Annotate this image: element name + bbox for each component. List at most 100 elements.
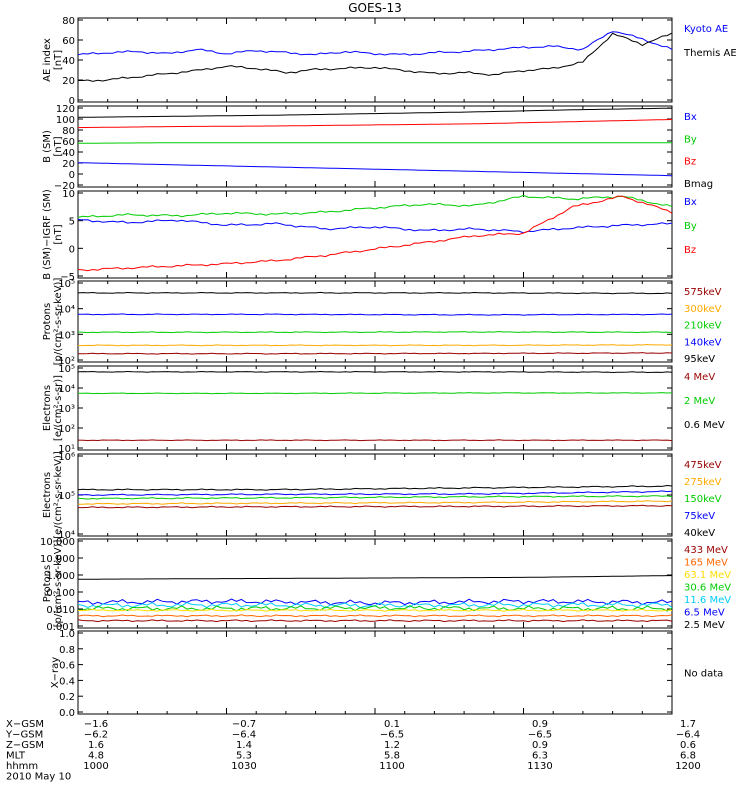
y-axis-label: [p/(cm²-s-sr-keV)]	[53, 540, 64, 628]
footer-value: 0.9	[532, 719, 548, 730]
series-line	[77, 614, 673, 618]
y-tick-label: 0.6	[59, 661, 75, 672]
y-tick-label: 10³	[58, 404, 75, 415]
footer-value: 1100	[379, 761, 404, 772]
series-line	[77, 495, 673, 500]
y-axis-label: AE index	[42, 38, 53, 82]
series-line	[78, 107, 672, 118]
y-tick-label: 80	[62, 16, 75, 27]
y-tick-label: 10⁵	[58, 279, 75, 290]
legend-entry: 6.5 MeV	[684, 608, 725, 619]
series-line	[78, 32, 673, 82]
y-tick-label: −20	[54, 181, 75, 192]
series-line	[77, 142, 672, 144]
series-line	[77, 119, 673, 129]
footer-value: 0.1	[384, 719, 400, 730]
footer-value: 0.6	[680, 740, 696, 751]
panel-frame	[77, 365, 673, 451]
y-tick-label: 20	[62, 76, 75, 87]
legend-entry: No data	[684, 669, 723, 680]
y-axis-label: [nT]	[53, 50, 64, 70]
legend-entry: 300keV	[684, 304, 722, 315]
y-tick-label: 10²	[58, 356, 75, 367]
y-tick-label: 0.2	[59, 692, 75, 703]
series-line	[78, 608, 673, 612]
legend-entry: Kyoto AE	[684, 24, 728, 35]
y-tick-label: 120	[56, 104, 75, 115]
series-line	[77, 605, 673, 612]
footer-value: 1030	[231, 761, 256, 772]
y-tick-label: 0.010	[46, 605, 75, 616]
legend-entry: 150keV	[684, 494, 722, 505]
y-axis-label: B (SM)−IGRF (SM)	[42, 189, 53, 280]
y-tick-label: 1.000	[46, 571, 75, 582]
legend-entry: 11.6 MeV	[684, 595, 731, 606]
legend-entry: Bx	[684, 197, 697, 208]
y-tick-label: 10⁴	[58, 384, 75, 395]
footer-value: 6.3	[532, 751, 548, 762]
series-line	[78, 313, 673, 316]
y-axis-label: [p/(cm²-s-sr-keV)]	[53, 278, 64, 366]
panel-frame	[77, 630, 673, 715]
y-tick-label: 10⁵	[58, 364, 75, 375]
series-line	[77, 490, 673, 497]
panel-frame	[77, 17, 673, 103]
y-axis-label: Protons	[42, 565, 53, 602]
y-tick-label: 0.0	[59, 708, 75, 719]
series-line	[77, 330, 673, 334]
panel-frame	[77, 105, 673, 188]
legend-entry: Bz	[684, 157, 696, 168]
footer-row-label: Z−GSM	[6, 740, 44, 751]
y-tick-label: 60	[62, 137, 75, 148]
y-tick-label: 40	[62, 148, 75, 159]
legend-entry: Bz	[684, 245, 696, 256]
y-tick-label: 10⁵	[58, 491, 75, 502]
footer-value: −6.5	[528, 730, 552, 741]
legend-entry: 433 MeV	[684, 545, 728, 556]
footer-row-label: hhmm	[6, 761, 38, 772]
legend-entry: Themis AE	[683, 48, 737, 59]
y-tick-label: 0.100	[46, 588, 75, 599]
series-line	[77, 219, 673, 234]
footer-row-label: Y−GSM	[5, 730, 43, 741]
y-tick-label: 10	[62, 189, 75, 200]
y-tick-label: 0	[69, 96, 75, 107]
y-tick-label: 100	[56, 115, 75, 126]
y-axis-label: [e/(cm²-s-sr)]	[53, 375, 64, 441]
footer-value: 0.9	[532, 740, 548, 751]
series-line	[77, 619, 673, 623]
series-line	[78, 343, 673, 347]
legend-entry: 30.6 MeV	[684, 583, 731, 594]
y-tick-label: 5	[69, 217, 75, 228]
legend-entry: 475keV	[684, 460, 722, 471]
legend-entry: 75keV	[684, 511, 715, 522]
footer-value: −0.7	[232, 719, 256, 730]
y-tick-label: −5	[60, 272, 75, 283]
legend-entry: By	[684, 221, 697, 232]
y-tick-label: 80	[62, 126, 75, 137]
legend-entry: 2.5 MeV	[684, 620, 725, 631]
series-line	[77, 352, 673, 355]
y-axis-label: [e/(cm²-s-sr-keV)]	[53, 451, 64, 539]
y-axis-label: Electrons	[42, 472, 53, 518]
footer-value: 6.8	[680, 751, 696, 762]
footer-value: 1200	[675, 761, 700, 772]
y-tick-label: 10¹	[58, 444, 75, 455]
series-line	[77, 195, 673, 272]
y-axis-label: B (SM)	[42, 130, 53, 163]
series-line	[77, 162, 673, 177]
legend-entry: 275keV	[684, 477, 722, 488]
series-line	[77, 291, 673, 295]
y-axis-label: X−ray	[50, 657, 61, 688]
legend-entry: 63.1 MeV	[684, 570, 731, 581]
y-tick-label: 10.000	[40, 537, 75, 548]
y-tick-label: 0	[69, 244, 75, 255]
series-line	[78, 500, 673, 505]
y-tick-label: 10²	[58, 424, 75, 435]
footer-value: 1.2	[384, 740, 400, 751]
legend-entry: 165 MeV	[684, 558, 728, 569]
legend-entry: Bx	[684, 112, 697, 123]
y-tick-label: 0.8	[59, 645, 75, 656]
y-tick-label: 40	[62, 56, 75, 67]
